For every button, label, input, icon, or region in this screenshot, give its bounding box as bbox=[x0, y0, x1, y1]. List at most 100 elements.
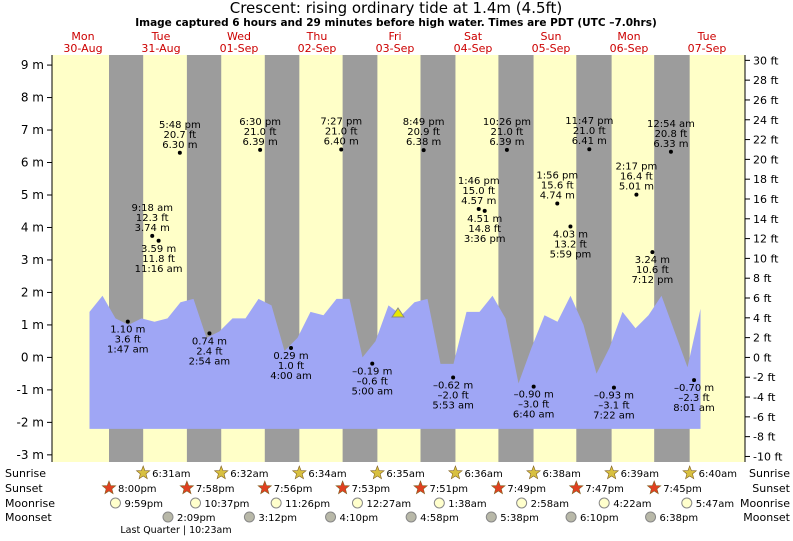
extreme-label: 5.01 m bbox=[619, 182, 654, 193]
y2-tick-label: 4 ft bbox=[753, 312, 772, 325]
y2-tick-label: 20 ft bbox=[753, 153, 779, 166]
extreme-label: –0.19 m bbox=[352, 367, 392, 378]
moonset-icon bbox=[162, 511, 174, 523]
extreme-label: 12:54 am bbox=[647, 119, 695, 130]
extreme-label: 6.30 m bbox=[162, 140, 197, 151]
y-tick-label: 7 m bbox=[21, 123, 44, 137]
moon-phase: Last Quarter | 10:23am bbox=[120, 525, 231, 536]
extreme-label: –0.90 m bbox=[514, 390, 554, 401]
y2-tick-label: -8 ft bbox=[753, 431, 776, 444]
moonrise-icon bbox=[516, 497, 528, 509]
y-tick-label: 0 m bbox=[21, 350, 44, 364]
tide-extreme bbox=[370, 361, 375, 366]
extreme-label: –0.6 ft bbox=[357, 377, 388, 388]
extreme-label: 4:00 am bbox=[270, 371, 312, 382]
tide-extreme bbox=[258, 147, 263, 152]
tide-area bbox=[89, 295, 701, 429]
extreme-label: 6.33 m bbox=[653, 139, 688, 150]
extreme-label: 8:49 pm bbox=[403, 117, 445, 128]
event-time: 7:58pm bbox=[196, 484, 235, 495]
extreme-label: 3.6 ft bbox=[115, 335, 141, 346]
event-time: 6:36am bbox=[464, 469, 502, 480]
sunset-icon bbox=[179, 480, 195, 495]
sunset-icon bbox=[568, 480, 584, 495]
sunrise-icon bbox=[291, 465, 307, 480]
extreme-label: 20.7 ft bbox=[163, 130, 196, 141]
event-time: 3:12pm bbox=[258, 513, 297, 524]
extreme-label: –0.70 m bbox=[674, 383, 714, 394]
tide-extreme bbox=[421, 148, 426, 153]
row-label: Sunset bbox=[752, 482, 790, 495]
y2-tick-label: 30 ft bbox=[753, 54, 779, 67]
extreme-label: 3:36 pm bbox=[464, 234, 506, 245]
y-tick-label: 9 m bbox=[21, 58, 44, 72]
tide-extreme bbox=[531, 384, 536, 389]
extreme-label: 5:00 am bbox=[351, 387, 393, 398]
moonrise-icon bbox=[598, 497, 610, 509]
moonrise-icon bbox=[351, 497, 363, 509]
extreme-label: –3.0 ft bbox=[518, 400, 549, 411]
event-time: 7:56pm bbox=[274, 484, 313, 495]
day-name: Sat bbox=[464, 30, 483, 43]
tide-extreme bbox=[125, 319, 130, 324]
moonrise-icon bbox=[190, 497, 202, 509]
extreme-label: 21.0 ft bbox=[325, 127, 358, 138]
event-time: 4:10pm bbox=[340, 513, 379, 524]
extreme-label: 2.4 ft bbox=[196, 346, 222, 357]
extreme-label: 11.8 ft bbox=[142, 254, 175, 265]
extreme-label: 21.0 ft bbox=[244, 127, 277, 138]
extreme-label: –2.0 ft bbox=[437, 391, 468, 402]
sunset-icon bbox=[335, 480, 351, 495]
day-name: Sun bbox=[541, 30, 562, 43]
tide-extreme bbox=[482, 208, 487, 213]
sunrise-icon bbox=[135, 465, 151, 480]
event-time: 1:38am bbox=[448, 499, 486, 510]
event-time: 5:38pm bbox=[500, 513, 539, 524]
sunset-icon bbox=[646, 480, 662, 495]
extreme-label: 13.2 ft bbox=[554, 240, 587, 251]
day-date: 02-Sep bbox=[298, 42, 337, 55]
row-label: Moonset bbox=[5, 511, 52, 524]
y2-tick-label: 28 ft bbox=[753, 74, 779, 87]
tide-extreme bbox=[289, 345, 293, 350]
day-name: Tue bbox=[151, 30, 171, 43]
day-date: 05-Sep bbox=[532, 42, 571, 55]
tide-extreme bbox=[650, 250, 655, 255]
event-time: 7:53pm bbox=[352, 484, 391, 495]
event-time: 6:34am bbox=[308, 469, 346, 480]
day-date: 03-Sep bbox=[376, 42, 415, 55]
tide-extreme bbox=[177, 150, 182, 155]
sunrise-icon bbox=[682, 465, 698, 480]
moonset-icon bbox=[243, 511, 255, 523]
extreme-label: 7:27 pm bbox=[320, 117, 362, 128]
y-tick-label: 4 m bbox=[21, 220, 44, 234]
row-label: Moonrise bbox=[5, 497, 55, 510]
extreme-label: 21.0 ft bbox=[491, 127, 524, 138]
extreme-label: 5:53 am bbox=[432, 401, 474, 412]
sunrise-icon bbox=[604, 465, 620, 480]
extreme-label: 6.38 m bbox=[406, 137, 441, 148]
sunset-icon bbox=[413, 480, 429, 495]
extreme-label: 2:17 pm bbox=[616, 162, 658, 173]
event-time: 6:40am bbox=[699, 469, 737, 480]
y2-tick-label: 12 ft bbox=[753, 233, 779, 246]
extreme-label: 12.3 ft bbox=[136, 213, 169, 224]
y-tick-label: 1 m bbox=[21, 318, 44, 332]
chart-title: Crescent: rising ordinary tide at 1.4m (… bbox=[230, 0, 563, 17]
moonrise-icon bbox=[270, 497, 282, 509]
chart-subtitle: Image captured 6 hours and 29 minutes be… bbox=[135, 17, 657, 29]
sunrise-icon bbox=[526, 465, 542, 480]
moonset-icon bbox=[485, 511, 497, 523]
tide-extreme bbox=[451, 375, 456, 380]
extreme-label: 7:22 am bbox=[593, 411, 635, 422]
extreme-label: 16.4 ft bbox=[620, 172, 653, 183]
event-time: 7:51pm bbox=[430, 484, 469, 495]
sunset-icon bbox=[490, 480, 506, 495]
moonrise-icon bbox=[681, 497, 693, 509]
extreme-label: 14.8 ft bbox=[468, 224, 501, 235]
tide-extreme bbox=[207, 331, 212, 336]
event-time: 4:58pm bbox=[420, 513, 459, 524]
event-time: 12:27am bbox=[366, 499, 411, 510]
moonset-icon bbox=[405, 511, 417, 523]
event-time: 10:37pm bbox=[205, 499, 250, 510]
